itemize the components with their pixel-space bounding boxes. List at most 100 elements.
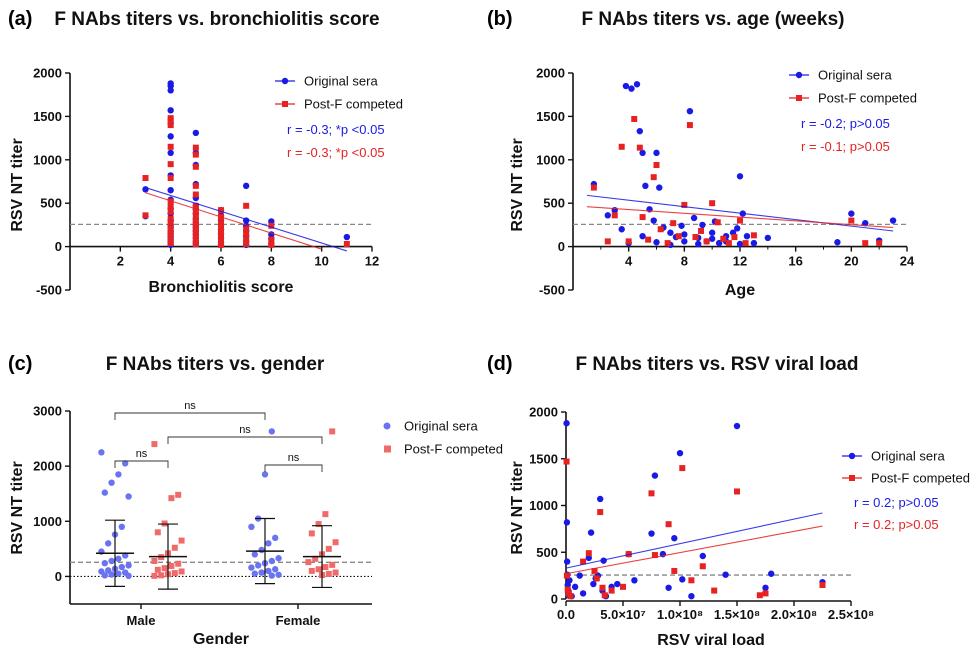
data-point-postf-b bbox=[590, 184, 597, 191]
legend-label-a: Post-F competed bbox=[304, 97, 403, 112]
data-point-original-a bbox=[167, 149, 174, 157]
chart-title-d: F NAbs titers vs. RSV viral load bbox=[576, 354, 859, 375]
data-point-original-b bbox=[633, 81, 641, 88]
data-point-original-d bbox=[671, 535, 678, 542]
data-point-original-b bbox=[653, 239, 660, 246]
category-label-c: Male bbox=[127, 613, 156, 628]
data-point-postf-c bbox=[329, 428, 336, 435]
data-point-original-c bbox=[261, 471, 269, 478]
data-point-original-c bbox=[258, 569, 265, 576]
data-point-postf-a bbox=[243, 240, 250, 247]
data-point-postf-b bbox=[862, 240, 869, 247]
legend-label-b: Post-F competed bbox=[818, 91, 917, 106]
data-point-postf-d bbox=[599, 584, 606, 591]
y-tick-label-c: 2000 bbox=[33, 459, 62, 474]
x-tick-label-a: 6 bbox=[217, 254, 224, 269]
data-point-original-c bbox=[268, 572, 275, 579]
data-point-postf-b bbox=[720, 235, 727, 242]
data-point-original-b bbox=[681, 238, 688, 245]
stat-annotation-a: r = -0.3; *p <0.05 bbox=[287, 122, 385, 137]
legend-marker-b bbox=[796, 95, 802, 101]
data-point-postf-b bbox=[631, 116, 638, 123]
data-point-postf-b bbox=[876, 240, 883, 247]
data-point-postf-c bbox=[158, 572, 165, 579]
data-point-postf-a bbox=[192, 208, 199, 215]
data-point-original-a bbox=[192, 129, 200, 137]
data-point-original-b bbox=[667, 229, 674, 236]
data-point-original-c bbox=[115, 570, 122, 577]
legend-marker-d bbox=[848, 452, 856, 460]
data-point-postf-d bbox=[819, 581, 826, 588]
data-point-postf-c bbox=[168, 495, 175, 502]
data-point-postf-a bbox=[167, 215, 174, 222]
x-axis-label-b: Age bbox=[725, 282, 755, 299]
data-point-postf-b bbox=[709, 200, 716, 207]
y-axis-label-c: RSV NT titer bbox=[9, 461, 26, 554]
data-point-original-d bbox=[665, 584, 672, 591]
data-point-postf-d bbox=[580, 558, 587, 565]
data-point-postf-d bbox=[564, 586, 571, 593]
y-tick-label-b: -500 bbox=[539, 283, 565, 298]
data-point-original-d bbox=[563, 420, 570, 427]
data-point-postf-a bbox=[192, 214, 199, 221]
data-point-original-b bbox=[750, 239, 758, 247]
data-point-postf-a bbox=[167, 143, 174, 150]
stat-annotation-d: r = 0.2; p>0.05 bbox=[854, 517, 939, 532]
y-tick-label-b: 1000 bbox=[536, 152, 565, 167]
panel-label-b: (b) bbox=[487, 8, 513, 30]
y-axis-label-d: RSV NT titer bbox=[509, 461, 526, 554]
data-point-original-c bbox=[101, 489, 109, 496]
data-point-postf-a bbox=[167, 117, 174, 124]
data-point-original-c bbox=[258, 546, 265, 554]
data-point-postf-c bbox=[322, 511, 329, 518]
data-point-postf-d bbox=[651, 552, 658, 559]
data-point-original-d bbox=[576, 572, 583, 579]
data-point-postf-b bbox=[618, 143, 625, 150]
data-point-original-b bbox=[862, 219, 869, 227]
legend-marker-a bbox=[282, 101, 288, 107]
data-point-postf-a bbox=[167, 234, 174, 241]
x-tick-label-b: 16 bbox=[788, 254, 802, 269]
data-point-original-c bbox=[268, 428, 275, 435]
legend-marker-a bbox=[281, 77, 289, 85]
data-point-postf-c bbox=[151, 441, 158, 448]
y-tick-label-b: 500 bbox=[543, 196, 565, 211]
x-tick-label-d: 2.5×10⁸ bbox=[828, 607, 874, 622]
y-tick-label-d: 2000 bbox=[529, 405, 558, 420]
data-point-postf-a bbox=[192, 163, 199, 170]
data-point-postf-c bbox=[151, 557, 158, 564]
data-point-postf-b bbox=[742, 240, 749, 247]
data-point-postf-a bbox=[343, 240, 350, 247]
data-point-postf-b bbox=[611, 212, 618, 219]
data-point-postf-a bbox=[167, 198, 174, 205]
y-tick-label-d: 0 bbox=[551, 592, 558, 607]
regression-line-b-1 bbox=[586, 206, 894, 229]
data-point-postf-a bbox=[167, 229, 174, 236]
data-point-original-b bbox=[708, 229, 716, 236]
data-point-original-c bbox=[105, 540, 112, 547]
data-point-original-d bbox=[733, 422, 741, 430]
panel-label-c: (c) bbox=[8, 353, 32, 375]
x-tick-label-d: 1.0×10⁸ bbox=[657, 607, 703, 622]
data-point-original-b bbox=[618, 226, 625, 233]
data-point-original-d bbox=[722, 571, 729, 578]
x-tick-label-d: 5.0×10⁷ bbox=[600, 607, 646, 622]
stat-annotation-d: r = 0.2; p>0.05 bbox=[854, 495, 939, 510]
data-point-original-b bbox=[743, 232, 751, 240]
data-point-postf-c bbox=[315, 521, 322, 528]
legend-label-b: Original sera bbox=[818, 68, 892, 83]
data-point-postf-b bbox=[731, 234, 738, 241]
x-tick-label-a: 12 bbox=[365, 254, 379, 269]
data-point-postf-a bbox=[218, 241, 224, 248]
significance-label-c: ns bbox=[136, 448, 148, 460]
data-point-postf-a bbox=[243, 226, 250, 233]
x-tick-label-b: 20 bbox=[844, 254, 858, 269]
data-point-original-d bbox=[688, 592, 695, 600]
data-point-original-b bbox=[686, 107, 694, 115]
data-point-original-c bbox=[272, 566, 279, 573]
data-point-postf-b bbox=[645, 236, 652, 243]
data-point-postf-a bbox=[192, 219, 199, 226]
data-point-original-d bbox=[648, 530, 655, 537]
data-point-original-b bbox=[639, 232, 646, 240]
data-point-original-c bbox=[125, 493, 132, 500]
